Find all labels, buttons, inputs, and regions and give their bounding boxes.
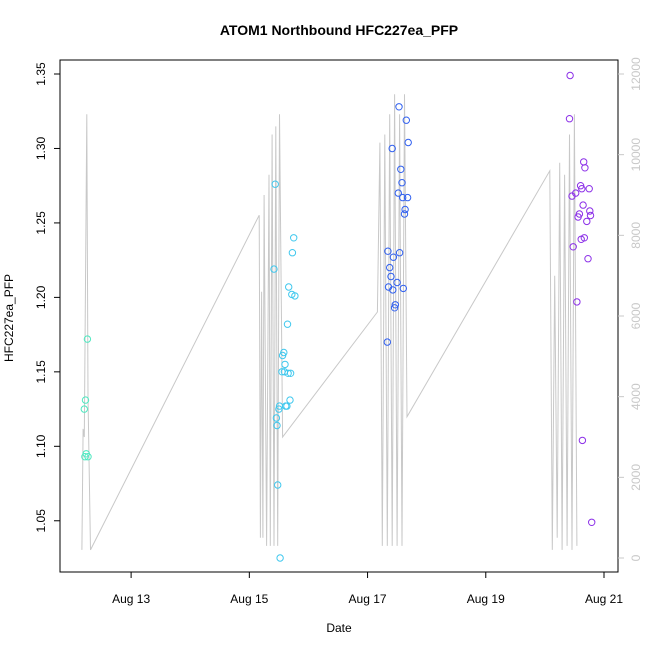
plot-frame: [59, 59, 619, 573]
y2-tick-label: 0: [629, 554, 643, 561]
data-point: [286, 369, 295, 377]
data-point: [291, 292, 299, 300]
data-point: [274, 481, 282, 489]
data-point: [565, 115, 574, 123]
data-point: [394, 189, 402, 197]
data-point: [578, 185, 586, 193]
data-point: [395, 249, 404, 257]
y2-tick-label: 4000: [629, 383, 643, 410]
data-point: [81, 396, 90, 404]
data-point: [271, 180, 279, 188]
data-point: [572, 189, 580, 197]
data-point: [281, 360, 289, 369]
data-point: [569, 243, 577, 251]
data-point: [288, 249, 297, 257]
data-point: [83, 335, 92, 343]
data-point: [573, 298, 581, 306]
data-point: [397, 165, 405, 174]
data-point: [578, 436, 587, 445]
data-point: [588, 518, 596, 526]
data-point: [395, 103, 403, 111]
y-tick-label: 1.35: [34, 62, 48, 86]
y-tick-label: 1.30: [34, 136, 48, 160]
data-point: [586, 211, 595, 220]
y-tick-label: 1.05: [34, 509, 48, 533]
x-axis: Aug 13 Aug 15 Aug 17 Aug 19 Aug 21: [112, 572, 623, 606]
data-point: [584, 255, 592, 263]
data-point: [579, 201, 587, 209]
y2-tick-label: 10000: [629, 138, 643, 172]
data-point: [386, 263, 394, 272]
data-point: [272, 414, 281, 422]
data-point: [84, 453, 92, 461]
data-point: [273, 421, 281, 430]
y2-tick-label: 6000: [629, 302, 643, 329]
data-point: [283, 320, 292, 328]
chart-title: ATOM1 Northbound HFC227ea_PFP: [220, 22, 458, 38]
x-tick-label: Aug 21: [585, 592, 623, 606]
data-point: [270, 265, 278, 273]
data-point: [575, 210, 584, 218]
data-point: [585, 185, 593, 193]
y2-tick-label: 12000: [629, 57, 643, 91]
data-point: [398, 179, 406, 187]
y-tick-label: 1.25: [34, 211, 48, 235]
y-axis: 1.05 1.10 1.15 1.20 1.25 1.30 1.35: [34, 62, 60, 532]
x-tick-label: Aug 15: [230, 592, 268, 606]
data-point: [580, 158, 588, 166]
data-point: [402, 116, 410, 124]
data-point: [80, 405, 89, 413]
data-point: [400, 210, 409, 218]
data-point: [389, 286, 397, 294]
data-point: [387, 272, 395, 281]
points-layer: [80, 71, 596, 562]
data-point: [393, 278, 401, 287]
data-point: [404, 138, 412, 147]
secondary-series-line: [81, 94, 578, 551]
data-point: [284, 369, 292, 377]
data-point: [290, 234, 298, 242]
data-point: [399, 193, 407, 202]
x-tick-label: Aug 19: [467, 592, 505, 606]
y-axis-label: HFC227ea_PFP: [2, 274, 16, 362]
y2-tick-label: 2000: [629, 464, 643, 491]
data-point: [403, 193, 412, 202]
y-tick-label: 1.10: [34, 434, 48, 458]
secondary-line-layer: [81, 94, 578, 551]
data-point: [399, 284, 407, 293]
y-tick-label: 1.15: [34, 360, 48, 384]
data-point: [275, 405, 283, 413]
data-point: [583, 217, 591, 226]
data-point: [383, 338, 391, 346]
data-point: [586, 207, 594, 215]
data-point: [280, 348, 288, 357]
data-point: [580, 234, 588, 242]
x-tick-label: Aug 13: [112, 592, 150, 606]
data-point: [566, 71, 574, 80]
data-point: [390, 304, 399, 312]
data-point: [283, 402, 291, 410]
y2-axis: 0 2000 4000 6000 8000 10000 12000: [618, 57, 643, 561]
data-point: [401, 205, 409, 214]
data-point: [285, 283, 293, 291]
data-point: [286, 396, 294, 404]
data-point: [276, 554, 284, 562]
y-tick-label: 1.20: [34, 285, 48, 309]
x-axis-label: Date: [326, 621, 352, 635]
data-point: [384, 247, 392, 255]
data-point: [389, 253, 398, 261]
data-point: [388, 144, 396, 153]
y2-tick-label: 8000: [629, 222, 643, 249]
x-tick-label: Aug 17: [349, 592, 387, 606]
data-point: [581, 164, 589, 172]
data-point: [391, 301, 399, 309]
